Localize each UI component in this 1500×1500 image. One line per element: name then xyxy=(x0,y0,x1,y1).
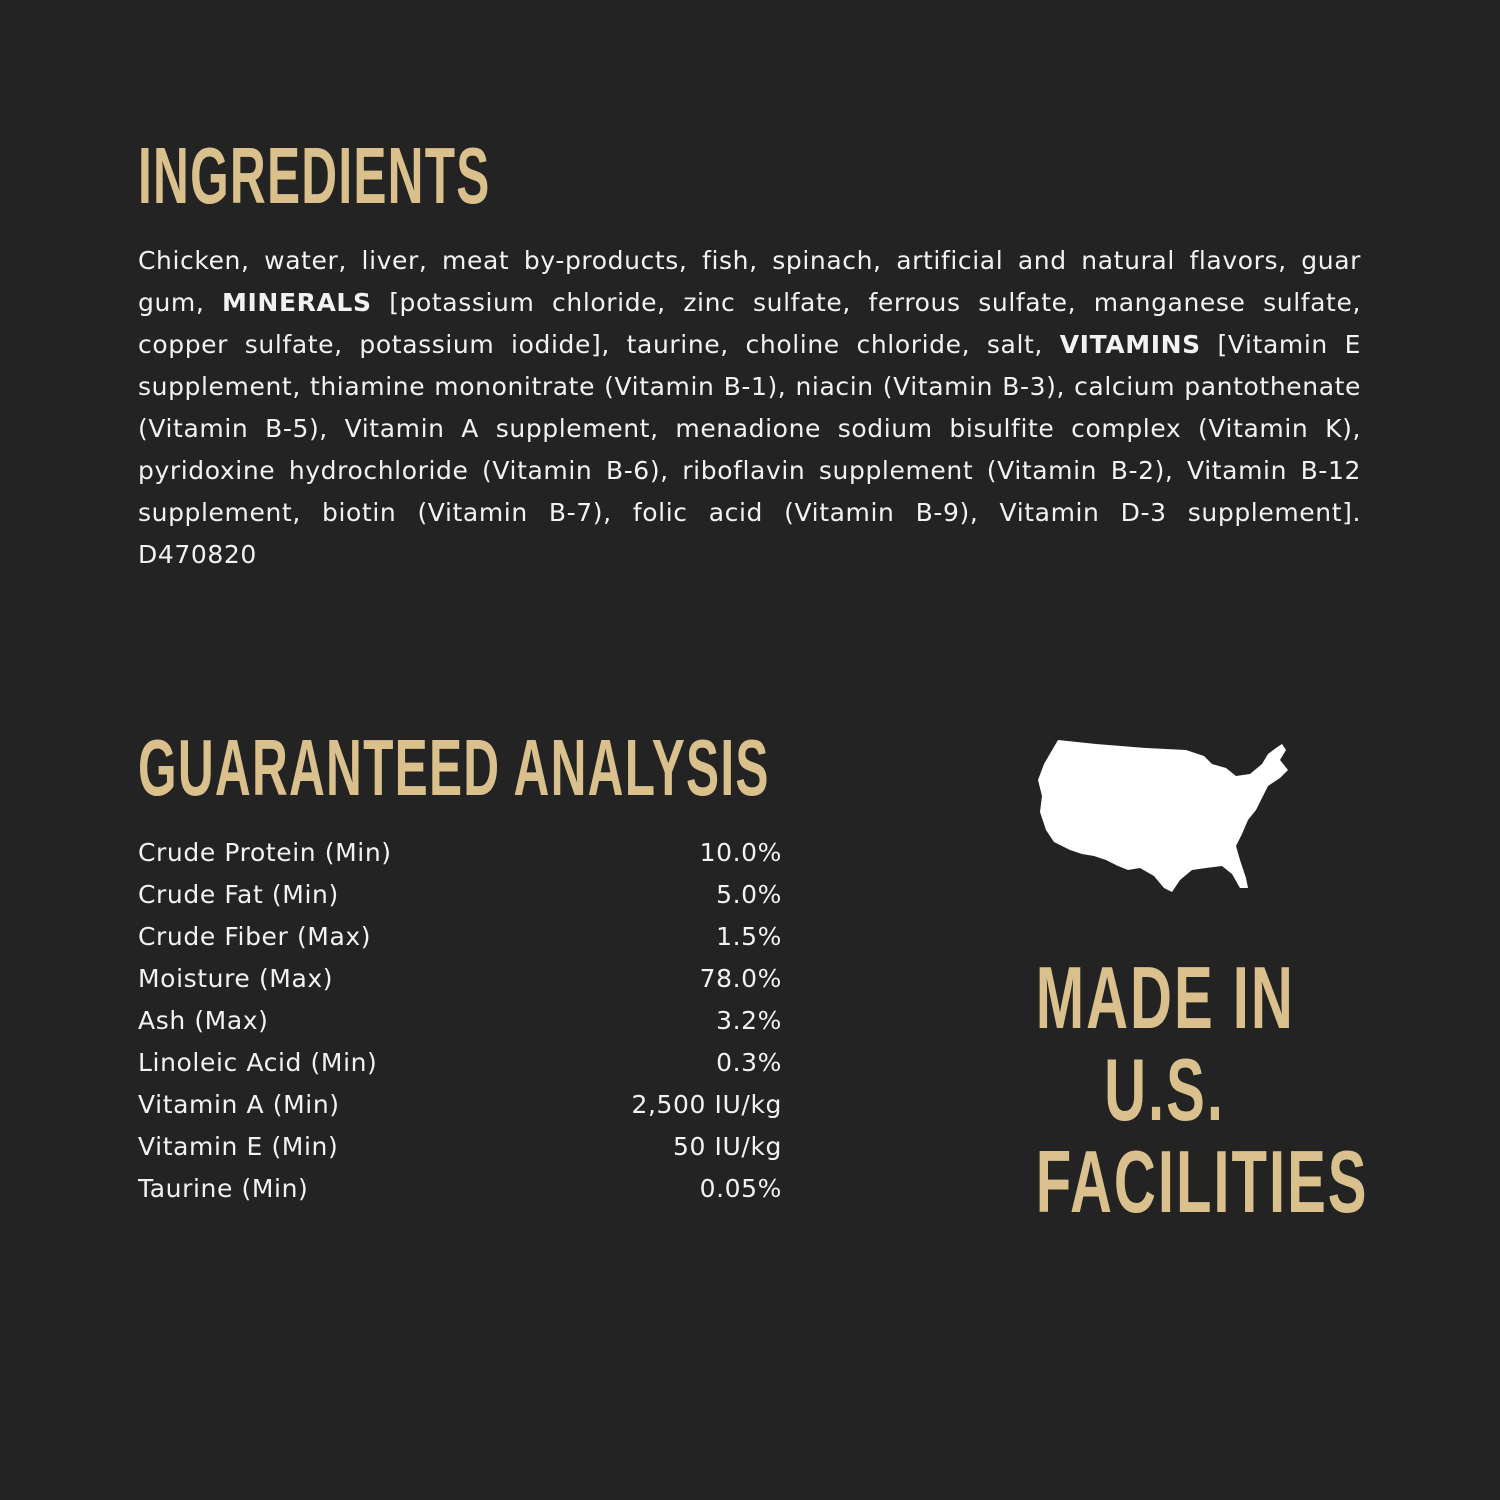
analysis-label: Linoleic Acid (Min) xyxy=(138,1048,378,1077)
analysis-row: Crude Fat (Min) 5.0% xyxy=(138,874,782,916)
analysis-row: Taurine (Min) 0.05% xyxy=(138,1168,782,1210)
analysis-row: Moisture (Max) 78.0% xyxy=(138,958,782,1000)
analysis-label: Crude Protein (Min) xyxy=(138,838,392,867)
analysis-row: Ash (Max) 3.2% xyxy=(138,1000,782,1042)
analysis-row: Crude Fiber (Max) 1.5% xyxy=(138,916,782,958)
analysis-label: Crude Fiber (Max) xyxy=(138,922,372,951)
analysis-value: 1.5% xyxy=(716,922,782,951)
analysis-label: Vitamin E (Min) xyxy=(138,1132,339,1161)
vitamins-label: VITAMINS xyxy=(1059,330,1201,359)
analysis-value: 2,500 IU/kg xyxy=(631,1090,782,1119)
made-in-line-1: MADE IN xyxy=(1035,948,1295,1047)
ingredients-part-2: [potassium chloride, zinc sulfate, ferro… xyxy=(138,288,1361,359)
analysis-value: 3.2% xyxy=(716,1006,782,1035)
ingredients-part-1: Chicken, water, liver, meat by-products,… xyxy=(138,246,1361,317)
analysis-value: 78.0% xyxy=(699,964,782,993)
analysis-label: Ash (Max) xyxy=(138,1006,269,1035)
made-in-line-2: U.S. xyxy=(1104,1040,1226,1139)
analysis-value: 5.0% xyxy=(716,880,782,909)
analysis-value: 0.3% xyxy=(716,1048,782,1077)
guaranteed-analysis-table: Crude Protein (Min) 10.0% Crude Fat (Min)… xyxy=(138,832,782,1210)
analysis-value: 50 IU/kg xyxy=(673,1132,782,1161)
made-in-line-3: FACILITIES xyxy=(1035,1132,1369,1231)
minerals-label: MINERALS xyxy=(222,288,372,317)
usa-map-icon xyxy=(1038,740,1288,892)
analysis-label: Taurine (Min) xyxy=(138,1174,309,1203)
analysis-row: Vitamin E (Min) 50 IU/kg xyxy=(138,1126,782,1168)
analysis-label: Vitamin A (Min) xyxy=(138,1090,340,1119)
guaranteed-analysis-title: GUARANTEED ANALYSIS xyxy=(138,723,770,812)
analysis-row: Vitamin A (Min) 2,500 IU/kg xyxy=(138,1084,782,1126)
analysis-value: 10.0% xyxy=(699,838,782,867)
ingredients-title: INGREDIENTS xyxy=(138,131,491,220)
analysis-label: Moisture (Max) xyxy=(138,964,334,993)
ingredients-part-3: [Vitamin E supplement, thiamine mononitr… xyxy=(138,330,1361,569)
analysis-label: Crude Fat (Min) xyxy=(138,880,339,909)
analysis-row: Crude Protein (Min) 10.0% xyxy=(138,832,782,874)
ingredients-text: Chicken, water, liver, meat by-products,… xyxy=(138,240,1361,576)
analysis-value: 0.05% xyxy=(699,1174,782,1203)
analysis-row: Linoleic Acid (Min) 0.3% xyxy=(138,1042,782,1084)
